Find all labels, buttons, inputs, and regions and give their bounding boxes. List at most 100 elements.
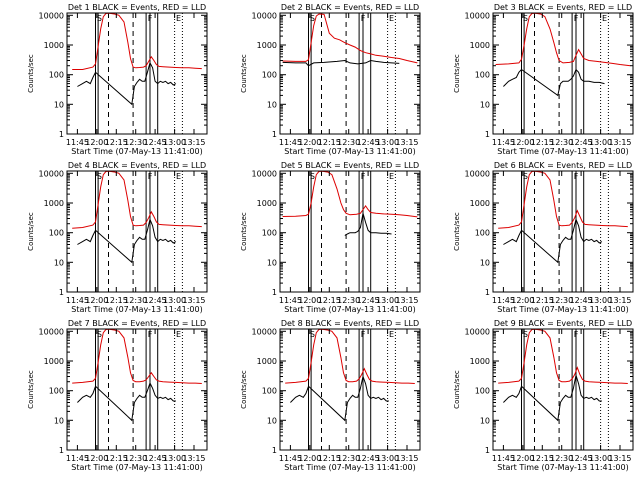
- events-series-line: [77, 217, 177, 264]
- y-tick-label: 10000: [39, 169, 64, 178]
- events-series-line: [282, 59, 400, 67]
- x-tick-label: 13:15: [182, 454, 205, 463]
- lld-series-line: [72, 328, 202, 384]
- panel-title: Det 9 BLACK = Events, RED = LLD: [494, 319, 632, 328]
- time-marker-label-f: F: [148, 172, 153, 181]
- x-axis-label: Start Time (07-May-13 11:41:00): [284, 463, 415, 472]
- x-axis-label: Start Time (07-May-13 11:41:00): [71, 305, 202, 314]
- x-tick-label: 12:15: [105, 454, 128, 463]
- y-tick-label: 100: [475, 229, 490, 238]
- y-tick-label: 10: [267, 100, 277, 109]
- y-tick-label: 10000: [252, 169, 277, 178]
- y-tick-label: 1: [485, 288, 490, 297]
- x-tick-label: 13:00: [163, 296, 186, 305]
- time-marker-label-s: S: [310, 330, 315, 339]
- time-marker-label-s: S: [310, 14, 315, 23]
- plot-frame: [492, 328, 634, 451]
- time-marker-label-e: E: [389, 172, 394, 181]
- time-marker-label-s: S: [97, 172, 102, 181]
- y-tick-label: 1000: [44, 199, 64, 208]
- x-tick-label: 12:15: [318, 454, 341, 463]
- x-tick-label: 12:15: [531, 296, 554, 305]
- y-tick-label: 100: [49, 229, 64, 238]
- y-tick-label: 1: [59, 130, 64, 139]
- x-axis-label: Start Time (07-May-13 11:41:00): [497, 147, 628, 156]
- x-tick-label: 12:30: [550, 138, 573, 147]
- events-series-line: [77, 381, 176, 422]
- time-marker-label-f: F: [574, 14, 579, 23]
- panel-title: Det 6 BLACK = Events, RED = LLD: [494, 161, 632, 170]
- y-axis-label: Counts/sec: [453, 54, 461, 93]
- y-tick-label: 1: [485, 130, 490, 139]
- x-tick-label: 13:00: [376, 138, 399, 147]
- panel-title: Det 2 BLACK = Events, RED = LLD: [281, 3, 419, 12]
- y-tick-label: 10: [480, 258, 490, 267]
- y-tick-label: 1000: [257, 357, 277, 366]
- time-marker-label-e: E: [389, 330, 394, 339]
- plot-frame: [492, 170, 634, 293]
- plot-frame: [492, 12, 634, 135]
- x-tick-label: 13:00: [589, 138, 612, 147]
- y-tick-label: 10: [267, 416, 277, 425]
- x-tick-label: 12:15: [531, 138, 554, 147]
- y-axis-label: Counts/sec: [240, 212, 248, 251]
- plot-frame: [66, 12, 208, 135]
- panel-title: Det 8 BLACK = Events, RED = LLD: [281, 319, 419, 328]
- y-tick-label: 10000: [39, 327, 64, 336]
- x-axis-label: Start Time (07-May-13 11:41:00): [71, 147, 202, 156]
- y-axis-label: Counts/sec: [240, 370, 248, 409]
- events-series-line: [503, 375, 602, 422]
- time-marker-label-e: E: [602, 14, 607, 23]
- x-tick-label: 12:45: [357, 138, 380, 147]
- x-tick-label: 13:00: [376, 296, 399, 305]
- time-marker-label-f: F: [574, 172, 579, 181]
- x-tick-label: 11:45: [279, 138, 302, 147]
- x-tick-label: 12:00: [298, 454, 321, 463]
- x-tick-label: 11:45: [492, 454, 515, 463]
- y-tick-label: 10000: [39, 11, 64, 20]
- time-marker-label-e: E: [389, 14, 394, 23]
- x-tick-label: 13:15: [182, 296, 205, 305]
- y-tick-label: 1000: [470, 357, 490, 366]
- panel-title: Det 5 BLACK = Events, RED = LLD: [281, 161, 419, 170]
- y-tick-label: 1: [485, 446, 490, 455]
- x-tick-label: 12:45: [570, 454, 593, 463]
- panel-title: Det 3 BLACK = Events, RED = LLD: [494, 3, 632, 12]
- x-tick-label: 12:30: [124, 296, 147, 305]
- time-marker-label-s: S: [97, 14, 102, 23]
- x-tick-label: 12:15: [318, 138, 341, 147]
- events-series-line: [290, 374, 389, 422]
- time-marker-label-s: S: [97, 330, 102, 339]
- x-tick-label: 13:00: [163, 454, 186, 463]
- x-tick-label: 13:15: [395, 454, 418, 463]
- y-tick-label: 10: [267, 258, 277, 267]
- x-tick-label: 12:30: [550, 454, 573, 463]
- x-tick-label: 12:30: [337, 454, 360, 463]
- time-marker-label-s: S: [523, 172, 528, 181]
- y-tick-label: 100: [49, 387, 64, 396]
- x-tick-label: 12:45: [357, 296, 380, 305]
- events-series-line: [344, 213, 392, 236]
- x-tick-label: 12:45: [570, 296, 593, 305]
- time-marker-label-e: E: [602, 330, 607, 339]
- x-tick-label: 12:45: [144, 454, 167, 463]
- time-marker-label-f: F: [148, 330, 153, 339]
- x-tick-label: 12:15: [105, 138, 128, 147]
- y-tick-label: 1: [272, 446, 277, 455]
- x-tick-label: 13:15: [608, 454, 631, 463]
- x-tick-label: 12:00: [298, 296, 321, 305]
- x-tick-label: 12:00: [85, 454, 108, 463]
- y-tick-label: 1: [59, 288, 64, 297]
- y-tick-label: 100: [475, 387, 490, 396]
- x-tick-label: 11:45: [66, 138, 89, 147]
- plot-frame: [66, 328, 208, 451]
- time-marker-label-s: S: [523, 330, 528, 339]
- time-marker-label-s: S: [310, 172, 315, 181]
- y-tick-label: 100: [262, 71, 277, 80]
